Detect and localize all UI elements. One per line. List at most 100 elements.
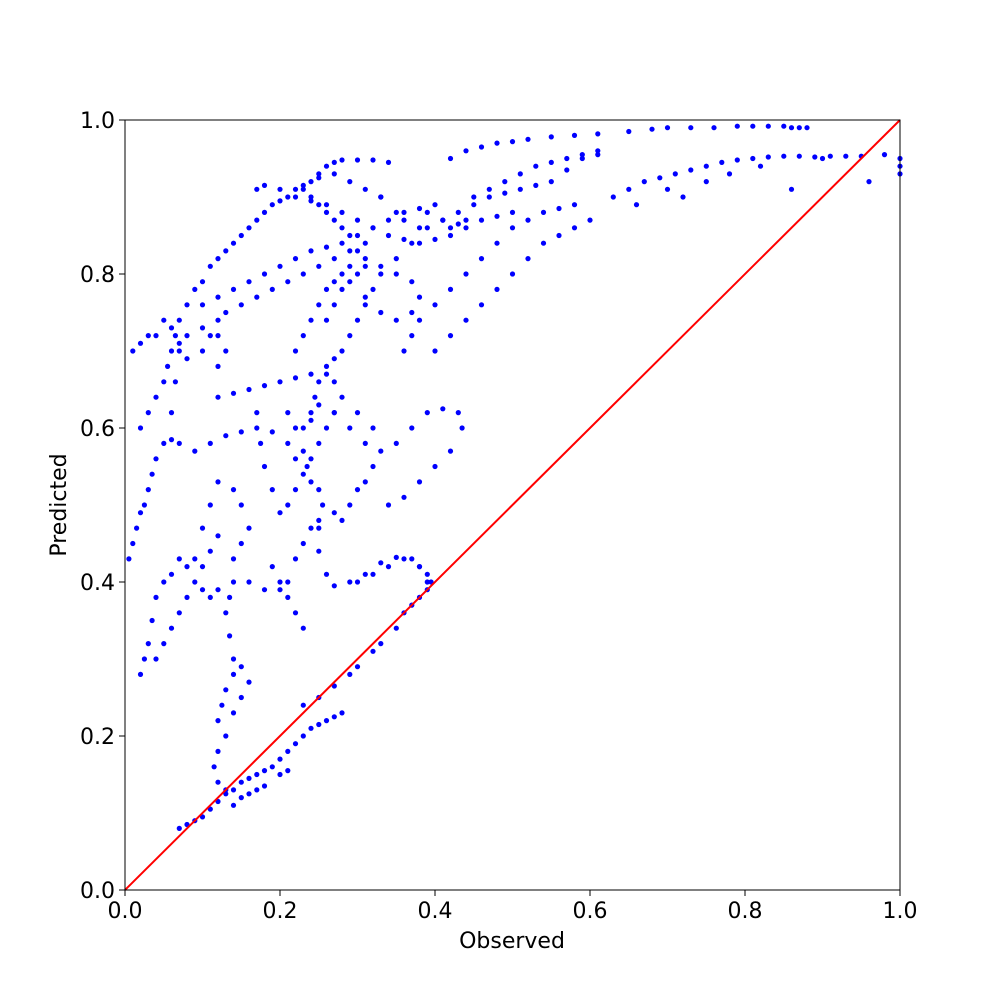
data-point (223, 687, 229, 693)
data-point (300, 733, 306, 739)
data-point (230, 787, 237, 793)
data-point (416, 294, 423, 300)
data-point (354, 487, 361, 493)
data-point (261, 271, 268, 277)
data-point (285, 748, 291, 755)
data-point (409, 425, 415, 431)
data-point (432, 202, 438, 208)
data-point (843, 153, 849, 159)
data-point (339, 240, 345, 246)
data-point (354, 248, 361, 254)
data-point (277, 263, 283, 269)
data-point (230, 487, 237, 493)
data-point (168, 410, 175, 416)
data-point (316, 379, 322, 385)
data-point (192, 579, 198, 585)
data-point (509, 271, 516, 277)
data-point (331, 279, 337, 285)
data-point (378, 448, 384, 454)
data-point (424, 571, 430, 577)
data-point (354, 157, 361, 163)
data-point (354, 217, 361, 223)
data-point (432, 348, 438, 354)
data-point (347, 263, 353, 269)
data-point (478, 256, 485, 262)
data-point (657, 175, 663, 181)
data-point (347, 248, 353, 254)
data-point (215, 294, 221, 300)
data-point (292, 375, 299, 381)
data-point (199, 325, 206, 331)
data-point (192, 556, 198, 562)
data-point (215, 363, 221, 369)
data-point (626, 186, 632, 192)
data-point (370, 648, 376, 654)
data-point (804, 125, 810, 131)
data-point (339, 348, 345, 354)
data-point (711, 125, 717, 131)
data-point (153, 656, 159, 662)
data-point (308, 317, 314, 323)
data-point (269, 564, 275, 570)
data-point (207, 594, 213, 601)
data-point (502, 179, 508, 185)
data-point (176, 440, 182, 446)
data-point (378, 271, 384, 277)
data-point (230, 390, 237, 396)
data-point (277, 771, 283, 778)
data-point (230, 579, 237, 585)
data-point (486, 186, 492, 192)
data-point (370, 286, 376, 292)
data-point (153, 594, 159, 601)
data-point (292, 256, 299, 262)
data-point (424, 410, 430, 416)
data-point (145, 487, 151, 493)
reference-line (124, 119, 901, 891)
x-axis-label: Observed (459, 929, 565, 954)
data-point (432, 236, 438, 242)
data-point (254, 425, 260, 431)
data-point (409, 309, 415, 316)
data-point (471, 202, 477, 208)
data-point (254, 787, 260, 793)
data-point (339, 271, 345, 277)
data-point (261, 383, 268, 389)
data-point (316, 402, 322, 408)
data-point (378, 560, 384, 566)
data-point (409, 240, 415, 246)
data-point (320, 502, 326, 508)
data-point (750, 123, 756, 129)
data-point (149, 471, 155, 477)
data-point (664, 186, 671, 192)
data-point (261, 209, 268, 215)
data-point (126, 556, 132, 562)
data-point (331, 410, 337, 416)
data-point (172, 379, 178, 385)
data-point (230, 671, 237, 678)
data-point (300, 625, 306, 631)
data-point (354, 664, 361, 670)
data-point (261, 783, 268, 789)
data-point (300, 182, 306, 188)
data-point (517, 171, 523, 177)
data-point (463, 317, 469, 323)
data-point (354, 410, 361, 416)
data-point (393, 317, 399, 323)
data-point (525, 217, 531, 223)
data-point (137, 671, 144, 678)
data-point (223, 309, 229, 316)
data-point (230, 710, 237, 716)
data-point (261, 463, 268, 470)
data-point (339, 209, 345, 215)
data-point (300, 186, 306, 192)
data-point (393, 625, 399, 631)
data-point (285, 594, 291, 601)
data-point (211, 764, 217, 770)
data-point (331, 583, 337, 589)
data-point (339, 286, 345, 292)
data-point (300, 702, 306, 708)
data-point (595, 148, 601, 154)
data-point (300, 425, 306, 431)
data-point (571, 225, 578, 231)
